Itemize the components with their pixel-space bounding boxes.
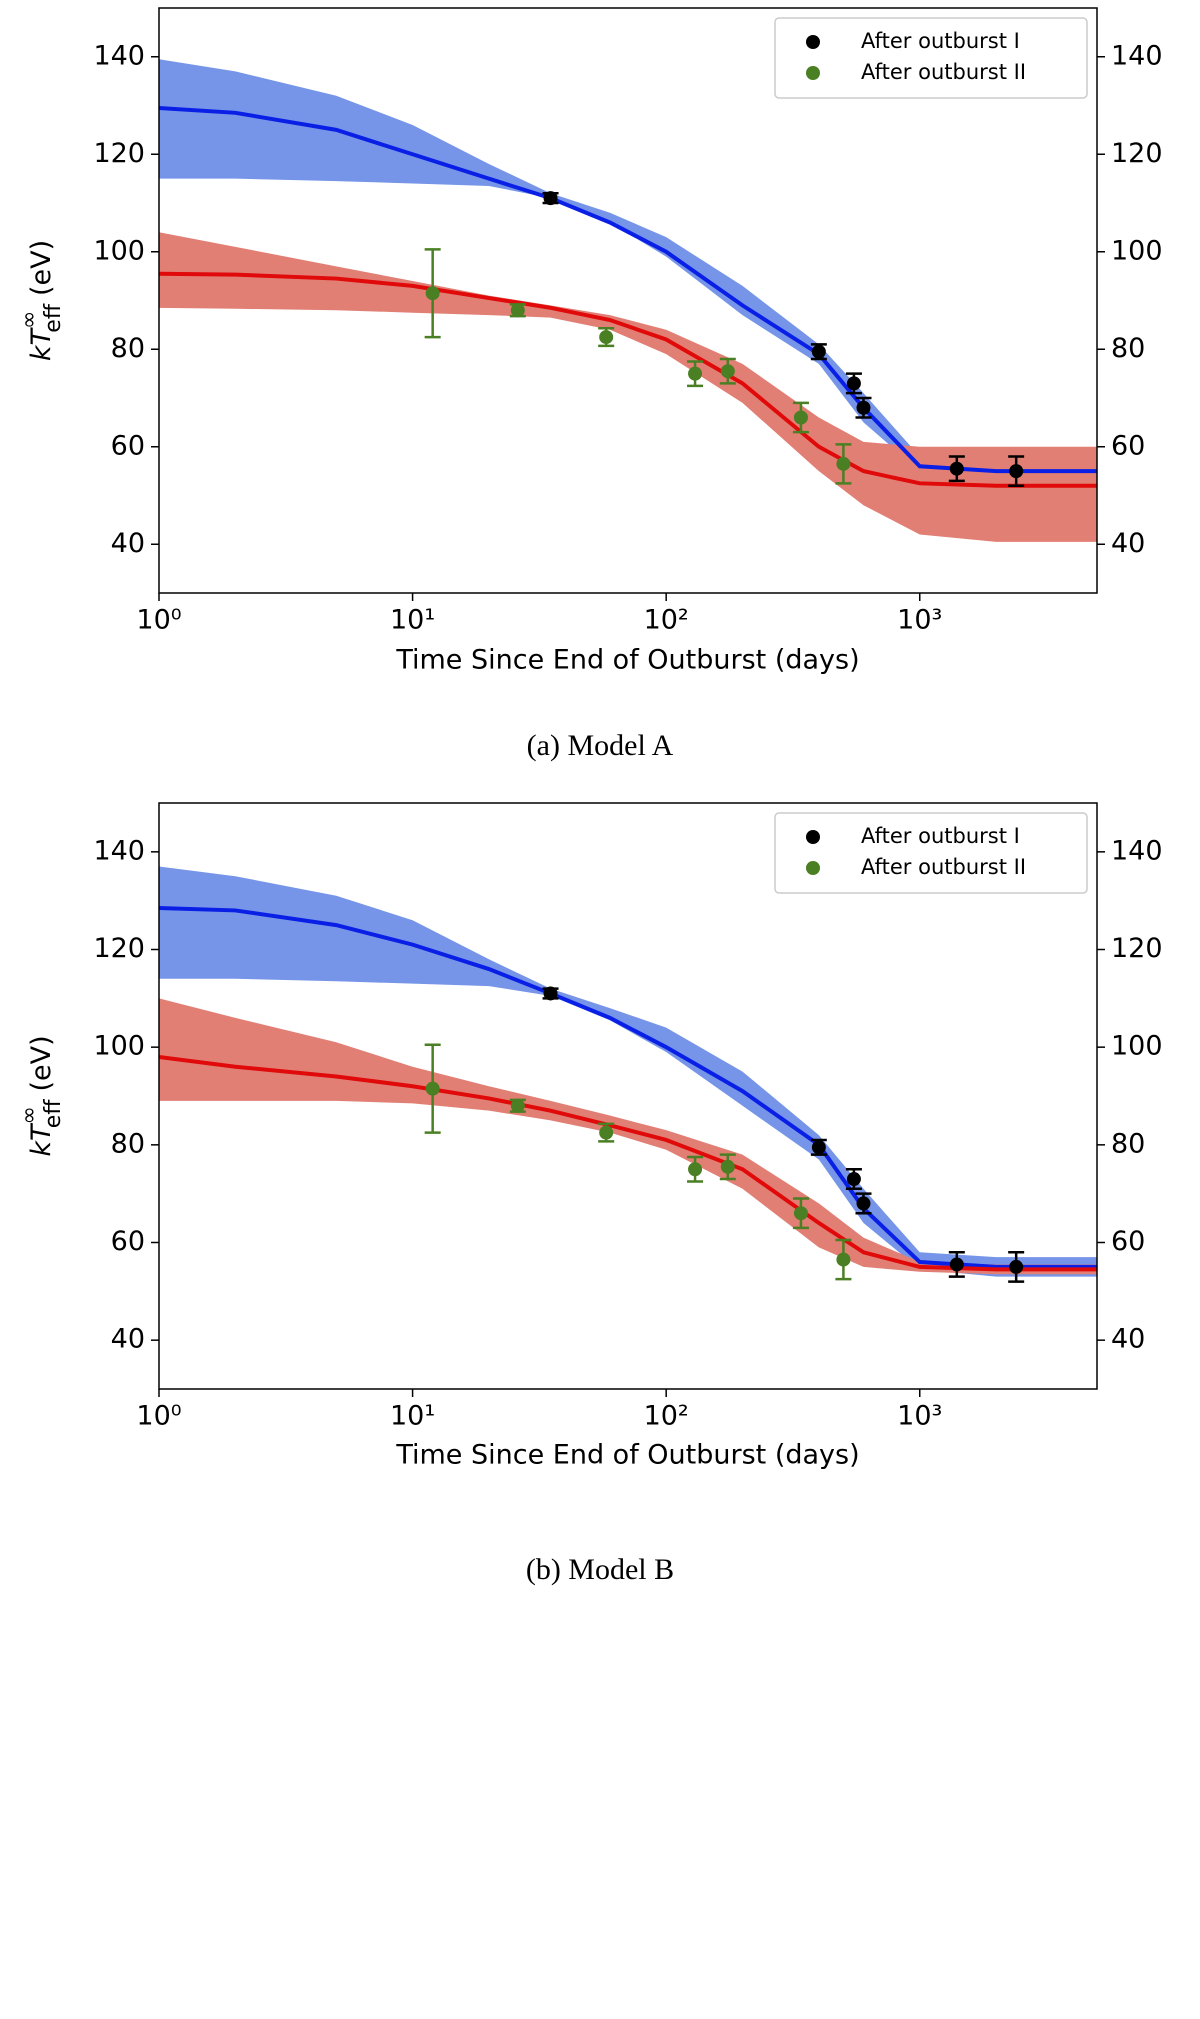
uncertainty-band [159,232,1097,542]
data-point [543,191,558,206]
data-point [688,1162,703,1177]
y2-tick-label: 140 [1111,835,1163,866]
data-point [793,1206,808,1221]
data-point [543,986,558,1001]
data-point [599,1125,614,1140]
y-tick-label: 100 [93,1031,145,1062]
y-tick-label: 140 [93,40,145,71]
data-point [856,1196,871,1211]
data-point [425,286,440,301]
legend-marker [806,830,820,844]
y-label-main: kT [26,327,57,362]
data-point [720,364,735,379]
y-label-sub: eff [41,303,66,333]
x-tick-label: 10² [644,605,689,636]
data-point [510,303,525,318]
x-tick-label: 10¹ [390,1401,435,1432]
data-point [856,400,871,415]
y-tick-label: 60 [111,430,145,461]
y2-tick-label: 60 [1111,1226,1145,1257]
x-axis-label: Time Since End of Outburst (days) [395,1440,859,1471]
y-tick-label: 140 [93,835,145,866]
uncertainty-band [159,998,1097,1275]
data-point [846,376,861,391]
y2-tick-label: 60 [1111,430,1145,461]
data-point [949,461,964,476]
data-point [949,1257,964,1272]
y2-tick-label: 40 [1111,528,1145,559]
y-tick-label: 40 [111,528,145,559]
y2-tick-label: 100 [1111,1031,1163,1062]
y-label-unit: (eV) [26,240,57,296]
plot-area [159,866,1097,1283]
x-tick-label: 10⁰ [136,605,181,636]
axes-frame [158,7,1098,594]
data-point [836,456,851,471]
model-curve [159,1054,1097,1272]
data-point [510,1098,525,1113]
data-point [599,330,614,345]
data-point [1009,464,1024,479]
y-tick-label: 100 [93,235,145,266]
uncertainty-band [159,866,1097,1277]
legend-box [774,17,1088,99]
model-curve [159,271,1097,488]
y-tick-label: 60 [111,1226,145,1257]
legend-marker [806,861,820,875]
data-point [811,1140,826,1155]
y-axis-label: kT∞eff (eV) [17,240,66,361]
x-tick-label: 10⁰ [136,1401,181,1432]
y-tick-label: 80 [111,333,145,364]
caption: (b) Model B [526,1553,674,1586]
legend-label: After outburst II [861,855,1026,879]
panel: 40 40 60 60 80 80 100 100 120 120 140 140 10⁰ 10¹ 10² 1… [17,802,1163,1586]
y2-tick-label: 120 [1111,933,1163,964]
x-tick-label: 10¹ [390,605,435,636]
y-tick-label: 120 [93,933,145,964]
y-label-sup: ∞ [17,1106,42,1124]
caption: (a) Model A [527,729,674,762]
uncertainty-band [159,59,1097,476]
model-curve [159,105,1097,474]
y2-tick-label: 120 [1111,138,1163,169]
y-label-main: kT [26,1122,57,1157]
data-point [836,1252,851,1267]
legend-marker [806,66,820,80]
y-tick-label: 80 [111,1128,145,1159]
panel: 40 40 60 60 80 80 100 100 120 120 140 140 10⁰ 10¹ 10² 1… [17,7,1163,762]
x-axis-label: Time Since End of Outburst (days) [395,645,859,676]
y-axis-label: kT∞eff (eV) [17,1035,66,1156]
y-label-unit: (eV) [26,1035,57,1091]
axes-frame [158,802,1098,1390]
x-tick-label: 10³ [897,1401,942,1432]
data-point [811,344,826,359]
legend-label: After outburst I [861,824,1020,848]
legend-marker [806,35,820,49]
data-point [425,1081,440,1096]
legend-label: After outburst II [861,60,1026,84]
plot-area [159,59,1097,542]
y2-tick-label: 100 [1111,235,1163,266]
y2-tick-label: 80 [1111,333,1145,364]
y2-tick-label: 80 [1111,1128,1145,1159]
y-tick-label: 40 [111,1324,145,1355]
data-point [688,366,703,381]
y-label-sub: eff [41,1099,66,1129]
data-point [720,1159,735,1174]
data-point [1009,1259,1024,1274]
model-curve [159,905,1097,1269]
y2-tick-label: 140 [1111,40,1163,71]
legend-box [774,812,1088,894]
y-label-sup: ∞ [17,311,42,329]
data-point [793,410,808,425]
y2-tick-label: 40 [1111,1324,1145,1355]
x-tick-label: 10² [644,1401,689,1432]
data-point [846,1172,861,1187]
x-tick-label: 10³ [897,605,942,636]
legend-label: After outburst I [861,29,1020,53]
y-tick-label: 120 [93,138,145,169]
